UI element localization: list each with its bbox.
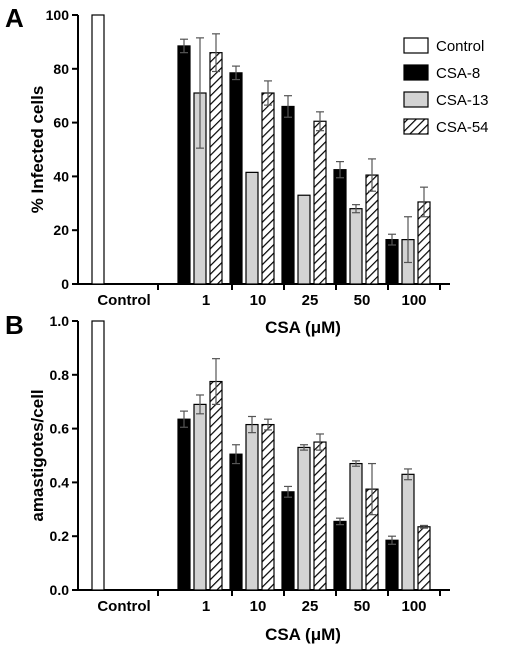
panel-a-chart: A 0 20 40 60 80 100 Control 1 10 25 50 100 CSA (μM) % … [5, 3, 450, 337]
y-tick-label: 80 [53, 61, 69, 77]
legend-label: Control [436, 38, 484, 55]
bar-csa-13-50 [349, 462, 363, 591]
bar-csa-54-100 [417, 526, 431, 591]
bar-csa-8-25 [281, 491, 295, 591]
bar-csa-54-25 [313, 120, 327, 285]
x-axis-title: CSA (μM) [265, 318, 341, 337]
y-tick-label: 0 [61, 276, 69, 292]
bar-csa-54-1 [209, 380, 223, 591]
x-category-label: 10 [250, 292, 267, 309]
bar-csa-13-10 [245, 423, 259, 591]
bar-csa-54-10 [261, 423, 275, 591]
x-category-label: 50 [354, 292, 371, 309]
legend: Control CSA-8 CSA-13 CSA-54 [403, 37, 489, 136]
y-tick-label: 60 [53, 115, 69, 131]
x-category-label: Control [97, 598, 150, 615]
bar-control-control [91, 14, 105, 285]
y-tick-label: 1.0 [50, 313, 70, 329]
x-category-label: 50 [354, 598, 371, 615]
legend-label: CSA-8 [436, 65, 480, 82]
legend-swatch-csa-54 [403, 118, 429, 135]
bar-csa-8-1 [177, 45, 191, 285]
bar-csa-8-10 [229, 453, 243, 591]
y-tick-label: 0.6 [50, 421, 70, 437]
x-category-label: 100 [401, 598, 426, 615]
bar-csa-54-1 [209, 52, 223, 285]
y-tick-label: 0.0 [50, 582, 70, 598]
bar-csa-8-100 [385, 239, 399, 285]
y-tick-label: 0.2 [50, 528, 70, 544]
legend-label: CSA-54 [436, 119, 489, 136]
bar-csa-13-25 [297, 194, 311, 285]
bar-csa-8-1 [177, 418, 191, 591]
x-category-label: 10 [250, 598, 267, 615]
y-tick-label: 0.8 [50, 367, 70, 383]
bar-csa-13-100 [401, 473, 415, 591]
y-axis-title: % Infected cells [28, 86, 47, 214]
bar-csa-8-25 [281, 105, 295, 285]
bar-csa-8-50 [333, 169, 347, 285]
y-tick-label: 20 [53, 222, 69, 238]
x-category-label: 25 [302, 292, 319, 309]
bar-control-control [91, 320, 105, 591]
y-tick-label: 40 [53, 168, 69, 184]
legend-swatch-control [403, 37, 429, 54]
y-axis-title: amastigotes/cell [28, 389, 47, 521]
bar-csa-13-10 [245, 171, 259, 285]
x-category-label: 1 [202, 598, 210, 615]
panel-letter: A [5, 3, 24, 33]
bar-csa-13-1 [193, 403, 207, 591]
bar-csa-13-50 [349, 208, 363, 285]
x-category-label: 25 [302, 598, 319, 615]
bar-csa-8-100 [385, 539, 399, 591]
x-axis-title: CSA (μM) [265, 625, 341, 644]
bar-csa-8-10 [229, 72, 243, 285]
x-category-label: 1 [202, 292, 210, 309]
legend-swatch-csa-13 [403, 91, 429, 108]
bar-csa-8-50 [333, 520, 347, 591]
y-tick-label: 0.4 [50, 474, 70, 490]
bar-csa-13-25 [297, 446, 311, 591]
y-tick-label: 100 [46, 7, 70, 23]
legend-label: CSA-13 [436, 92, 489, 109]
bar-csa-54-10 [261, 92, 275, 285]
panel-letter: B [5, 310, 24, 340]
x-category-label: Control [97, 292, 150, 309]
legend-swatch-csa-8 [403, 64, 429, 81]
panel-b-chart: B 0.0 0.2 0.4 0.6 0.8 1.0 Control 1 10 25 50 100 CSA … [5, 310, 450, 644]
x-category-label: 100 [401, 292, 426, 309]
bar-csa-54-25 [313, 441, 327, 591]
